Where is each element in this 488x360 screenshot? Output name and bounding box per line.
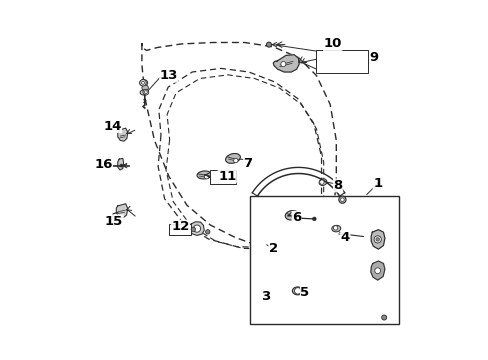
Ellipse shape [225,153,240,163]
Circle shape [140,80,146,86]
Bar [210,170,236,184]
Circle shape [374,268,380,274]
Circle shape [338,196,346,203]
Text: 10: 10 [323,37,341,50]
Text: 15: 15 [105,215,123,228]
Circle shape [291,215,295,219]
Circle shape [280,62,285,67]
Circle shape [141,81,144,84]
Polygon shape [116,204,127,218]
Text: 16: 16 [94,158,112,171]
Text: 1: 1 [372,177,382,190]
Ellipse shape [285,211,298,220]
Circle shape [142,89,148,95]
Bar [250,196,399,324]
Ellipse shape [142,85,148,91]
Circle shape [144,91,147,94]
Text: 2: 2 [268,242,277,255]
Text: 14: 14 [103,120,122,132]
Circle shape [294,288,301,294]
Text: 5: 5 [300,286,309,299]
Polygon shape [273,55,299,72]
Ellipse shape [140,90,147,95]
Ellipse shape [197,171,211,179]
Circle shape [191,227,195,231]
Text: 7: 7 [243,157,252,170]
Ellipse shape [292,287,303,295]
Circle shape [312,217,316,221]
Polygon shape [118,158,123,170]
Text: 11: 11 [218,170,236,183]
Polygon shape [189,222,204,235]
Circle shape [120,164,122,167]
Text: 8: 8 [333,179,342,192]
Circle shape [373,236,381,243]
Text: 13: 13 [160,69,178,82]
Polygon shape [370,261,384,280]
Circle shape [340,198,344,202]
Bar [168,224,191,235]
Text: 3: 3 [261,291,270,303]
Bar [316,50,367,73]
Circle shape [319,180,324,184]
Text: 4: 4 [340,231,349,244]
Ellipse shape [319,179,326,185]
Circle shape [381,315,386,320]
Circle shape [375,238,379,241]
Polygon shape [118,128,127,141]
Polygon shape [370,230,384,249]
Circle shape [205,230,209,234]
Circle shape [266,42,271,47]
Text: 9: 9 [369,51,378,64]
Circle shape [193,225,200,232]
Text: 12: 12 [171,220,189,233]
Ellipse shape [140,80,147,86]
Circle shape [333,226,337,230]
Circle shape [233,158,238,163]
Ellipse shape [331,225,340,232]
Text: 6: 6 [291,211,301,224]
Circle shape [204,175,208,179]
